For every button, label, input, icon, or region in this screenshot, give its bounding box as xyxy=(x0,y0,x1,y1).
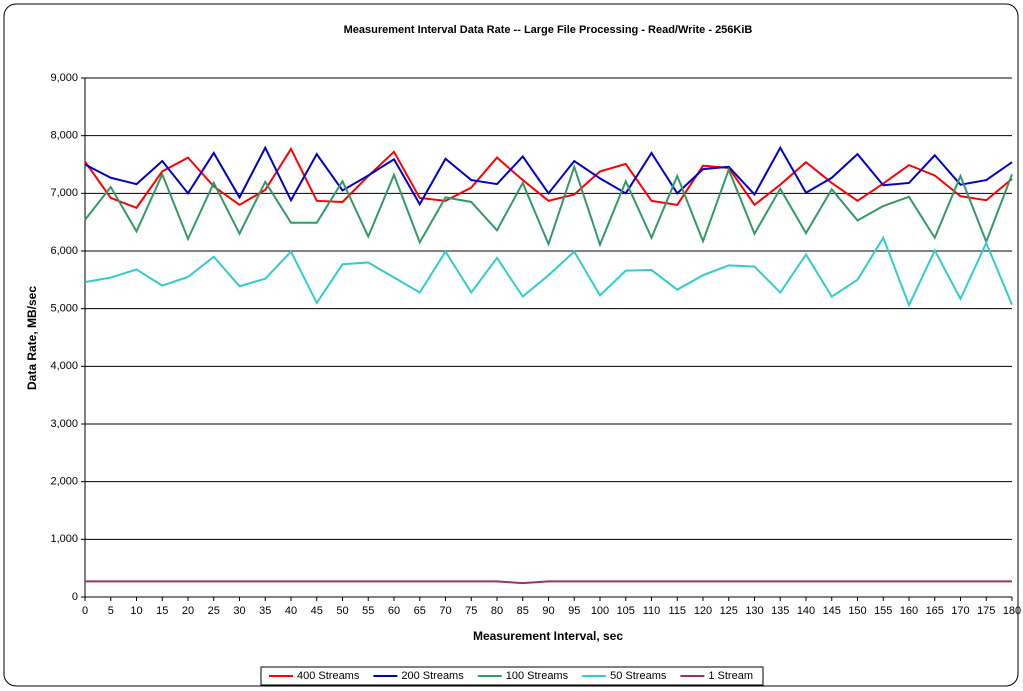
series-line xyxy=(84,163,1013,248)
x-tick-label: 180 xyxy=(1003,605,1021,617)
y-tick-label: 1,000 xyxy=(50,533,78,545)
x-tick-label: 90 xyxy=(542,605,554,617)
x-tick-label: 145 xyxy=(823,605,841,617)
series-line xyxy=(84,235,1013,308)
x-tick-label: 170 xyxy=(951,605,969,617)
x-tick-label: 5 xyxy=(108,605,114,617)
x-tick-label: 15 xyxy=(156,605,168,617)
legend-label: 200 Streams xyxy=(401,670,464,682)
y-tick-label: 3,000 xyxy=(50,418,78,430)
x-tick-label: 40 xyxy=(285,605,297,617)
x-tick-label: 50 xyxy=(336,605,348,617)
x-tick-label: 45 xyxy=(311,605,323,617)
y-tick-label: 4,000 xyxy=(50,360,78,372)
legend-label: 1 Stream xyxy=(708,670,753,682)
x-tick-label: 85 xyxy=(517,605,529,617)
x-tick-label: 130 xyxy=(745,605,763,617)
x-tick-label: 135 xyxy=(771,605,789,617)
x-tick-label: 100 xyxy=(591,605,609,617)
x-tick-label: 35 xyxy=(259,605,271,617)
y-tick-label: 2,000 xyxy=(50,476,78,488)
x-tick-label: 125 xyxy=(720,605,738,617)
series-line xyxy=(84,145,1013,207)
x-tick-label: 0 xyxy=(82,605,88,617)
x-axis-title: Measurement Interval, sec xyxy=(473,629,623,643)
x-tick-label: 175 xyxy=(977,605,995,617)
x-tick-label: 30 xyxy=(233,605,245,617)
x-tick-label: 120 xyxy=(694,605,712,617)
y-tick-label: 5,000 xyxy=(50,303,78,315)
x-tick-label: 55 xyxy=(362,605,374,617)
y-tick-label: 8,000 xyxy=(50,130,78,142)
x-tick-label: 115 xyxy=(668,605,686,617)
x-tick-label: 95 xyxy=(568,605,580,617)
x-tick-label: 160 xyxy=(900,605,918,617)
y-tick-label: 6,000 xyxy=(50,245,78,257)
chart-border xyxy=(3,3,1019,687)
series-line xyxy=(85,580,1012,585)
legend-label: 50 Streams xyxy=(610,670,667,682)
x-tick-label: 75 xyxy=(465,605,477,617)
chart-title: Measurement Interval Data Rate -- Large … xyxy=(344,24,753,36)
x-tick-label: 25 xyxy=(208,605,220,617)
legend-box xyxy=(260,666,764,686)
y-axis-title: Data Rate, MB/sec xyxy=(25,286,39,390)
x-tick-label: 80 xyxy=(491,605,503,617)
x-tick-label: 65 xyxy=(414,605,426,617)
x-tick-label: 150 xyxy=(848,605,866,617)
y-tick-label: 9,000 xyxy=(50,72,78,84)
x-tick-label: 110 xyxy=(643,605,661,617)
y-tick-label: 0 xyxy=(72,591,78,603)
legend: 400 Streams 200 Streams 100 Streams 50 Stre… xyxy=(260,666,764,686)
x-tick-label: 140 xyxy=(797,605,815,617)
x-tick-label: 165 xyxy=(926,605,944,617)
x-tick-label: 155 xyxy=(874,605,892,617)
x-tick-label: 60 xyxy=(388,605,400,617)
legend-label: 400 Streams xyxy=(297,670,360,682)
series-line xyxy=(84,146,1013,209)
legend-label: 100 Streams xyxy=(506,670,569,682)
x-tick-label: 10 xyxy=(130,605,142,617)
x-tick-label: 105 xyxy=(617,605,635,617)
x-tick-label: 20 xyxy=(182,605,194,617)
y-tick-label: 7,000 xyxy=(50,187,78,199)
x-tick-label: 70 xyxy=(439,605,451,617)
